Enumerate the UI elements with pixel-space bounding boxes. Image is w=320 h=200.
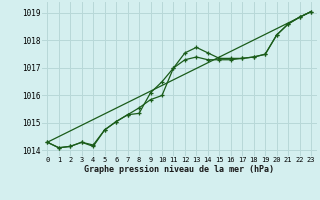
X-axis label: Graphe pression niveau de la mer (hPa): Graphe pression niveau de la mer (hPa) xyxy=(84,165,274,174)
